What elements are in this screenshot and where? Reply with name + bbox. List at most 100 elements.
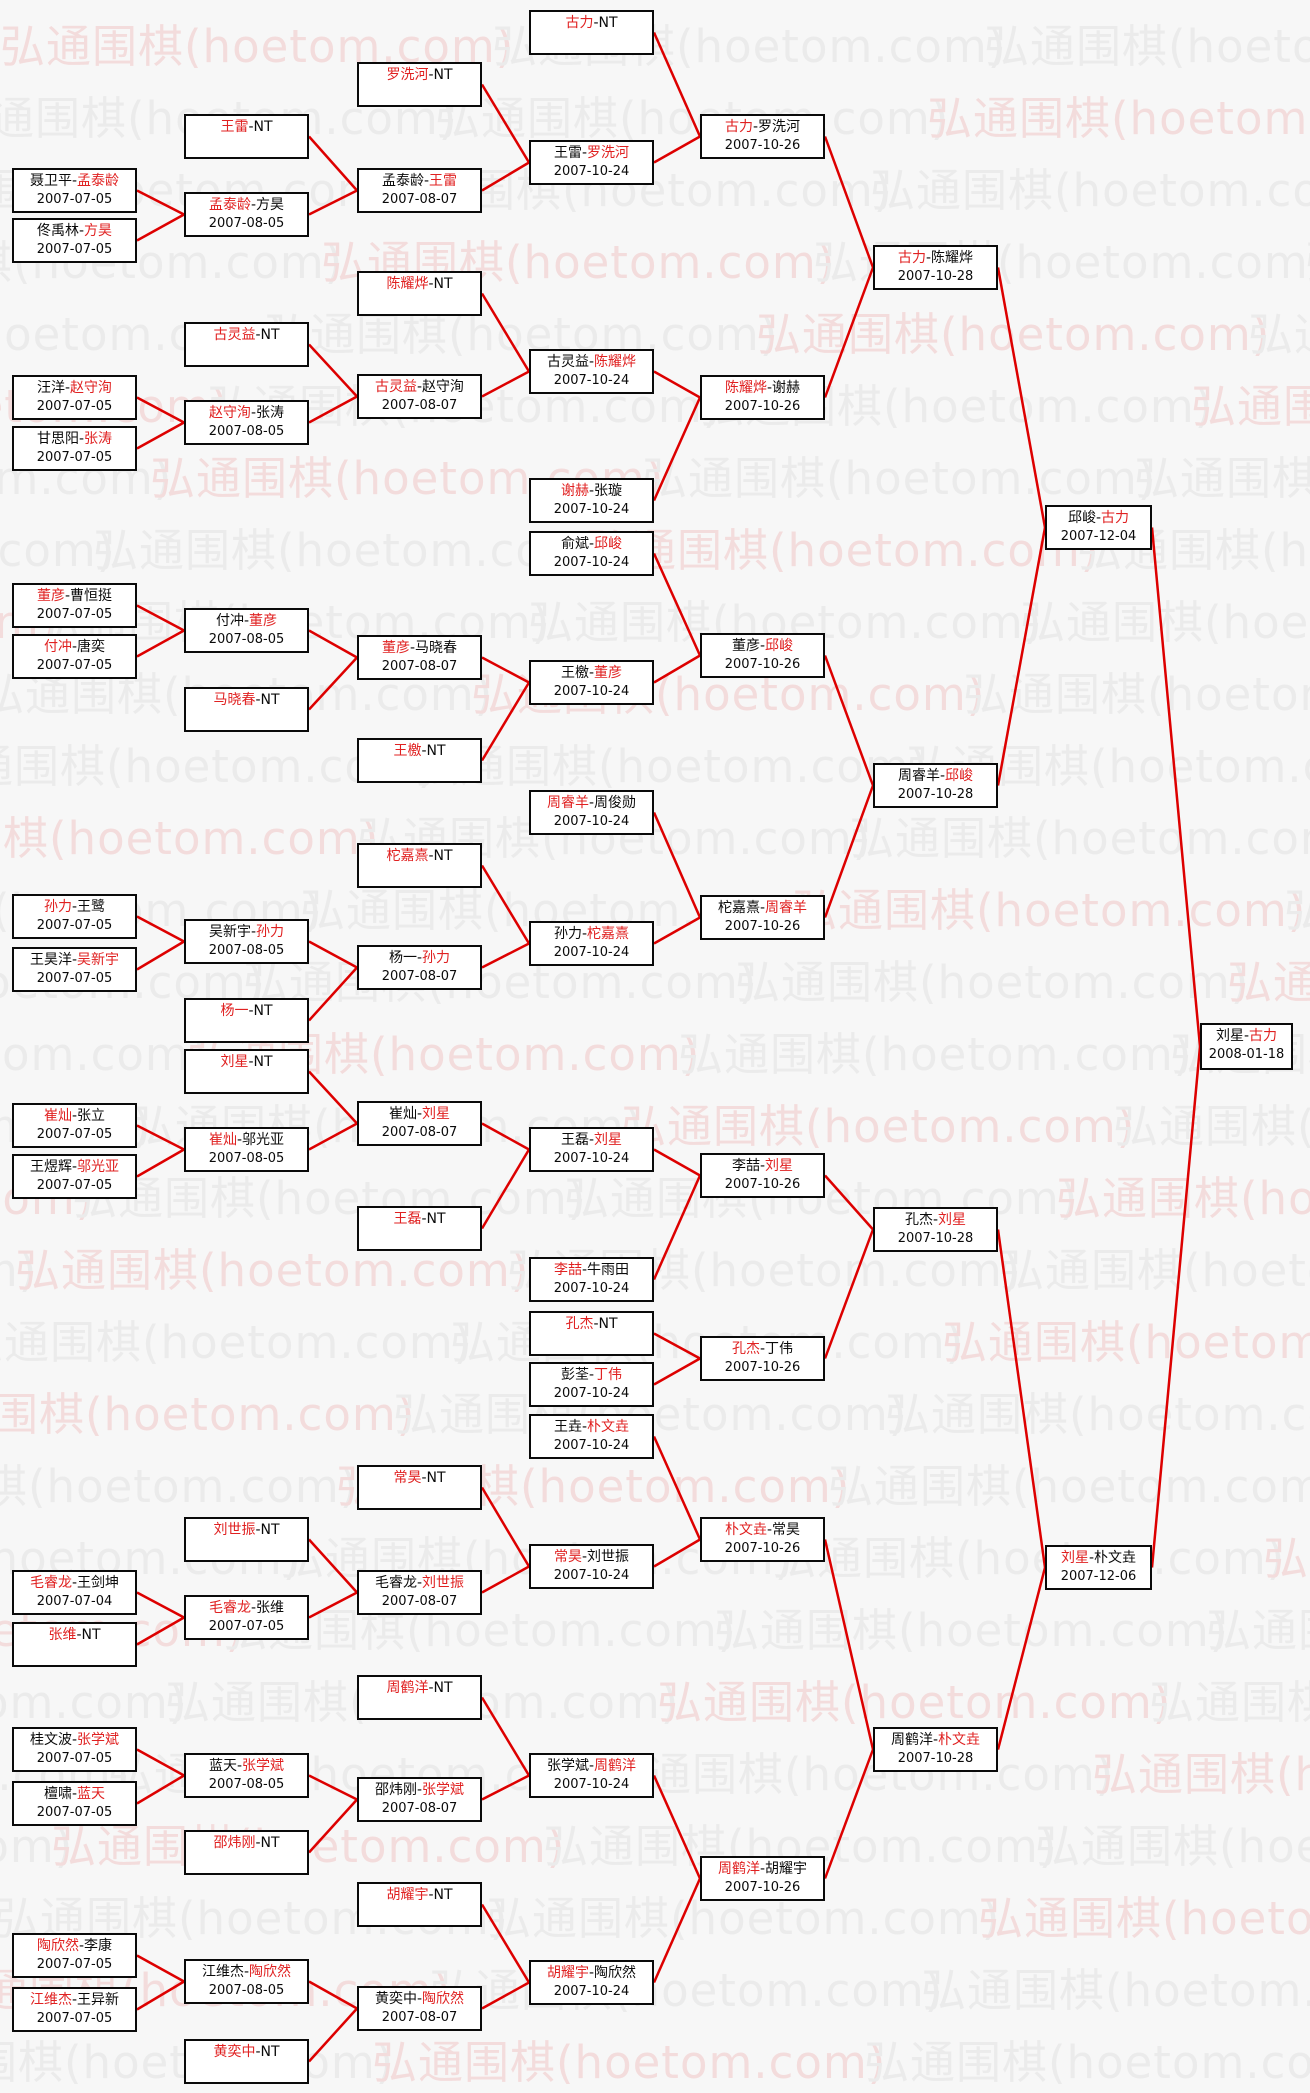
player-name: 周睿羊 xyxy=(897,768,940,784)
match-date: 2007-08-05 xyxy=(208,216,285,231)
bracket-line xyxy=(824,1174,874,1231)
bracket-line xyxy=(652,1877,702,1984)
match-players: 毛睿龙-王剑坤 xyxy=(14,1574,135,1593)
player-name: 孟泰龄 xyxy=(381,173,424,189)
match-date: 2007-08-07 xyxy=(381,192,458,207)
player-name: NT xyxy=(81,1627,101,1643)
name-separator: - xyxy=(250,924,257,940)
player-name: 王雷 xyxy=(553,145,582,161)
player-name: 唐奕 xyxy=(77,639,106,655)
bracket-line xyxy=(480,1903,531,1984)
winner-name: 孟泰龄 xyxy=(77,173,120,189)
match-date: 2007-07-05 xyxy=(36,971,113,986)
match-players: 江维杰-王异新 xyxy=(14,1991,135,2010)
player-name: 罗洗河 xyxy=(758,119,801,135)
match-box: 王磊-刘星 2007-10-24 xyxy=(529,1127,654,1172)
bracket-line xyxy=(823,1749,875,1879)
match-box: 谢赫-张璇 2007-10-24 xyxy=(529,478,654,523)
match-date: 2007-07-05 xyxy=(208,1619,285,1634)
name-separator: - xyxy=(588,665,595,681)
bracket-line xyxy=(308,135,358,192)
match-date: 2007-07-05 xyxy=(36,242,113,257)
match-date: 2007-07-05 xyxy=(36,918,113,933)
player-name: NT xyxy=(598,15,618,31)
name-separator: - xyxy=(581,145,588,161)
match-date: 2007-10-26 xyxy=(724,1541,801,1556)
winner-name: 邱峻 xyxy=(765,638,794,654)
name-separator: - xyxy=(593,15,599,31)
match-date: 2007-10-26 xyxy=(724,1360,801,1375)
match-players: 董彦-马晓春 xyxy=(359,639,480,658)
player-name: 甘思阳 xyxy=(36,431,79,447)
player-name: NT xyxy=(260,1835,280,1851)
match-date: 2007-10-26 xyxy=(724,399,801,414)
match-box: 檀啸-蓝天 2007-07-05 xyxy=(12,1781,137,1826)
match-box: 孙力-王鹭 2007-07-05 xyxy=(12,894,137,939)
name-separator: - xyxy=(71,1992,78,2008)
bracket-line xyxy=(996,1567,1047,1750)
player-name: 邱峻 xyxy=(1067,510,1096,526)
match-players: 王煜辉-邬光亚 xyxy=(14,1158,135,1177)
match-box: 佟禹林-方昊 2007-07-05 xyxy=(12,218,137,263)
name-separator: - xyxy=(71,173,78,189)
name-separator: - xyxy=(255,1835,261,1851)
match-date: 2007-10-24 xyxy=(553,814,630,829)
match-players: 孔杰-NT xyxy=(531,1315,652,1334)
player-name: NT xyxy=(253,1003,273,1019)
player-name: NT xyxy=(260,327,280,343)
match-players: 甘思阳-张涛 xyxy=(14,430,135,449)
winner-name: 孙力 xyxy=(422,950,451,966)
bracket-line xyxy=(308,2007,358,2063)
bracket-line xyxy=(308,1538,358,1594)
winner-name: 孔杰 xyxy=(731,1341,760,1357)
bracket-line xyxy=(652,1774,702,1880)
match-players: 王昊洋-吴新宇 xyxy=(14,951,135,970)
match-box: 孟泰龄-王雷 2007-08-07 xyxy=(357,168,482,213)
match-players: 罗洗河-NT xyxy=(359,66,480,85)
bracket-line xyxy=(653,1357,701,1386)
name-separator: - xyxy=(71,952,78,968)
bracket-line xyxy=(481,1981,530,2010)
match-box: 黄奕中-NT xyxy=(184,2039,309,2084)
match-box: 付冲-唐奕 2007-07-05 xyxy=(12,634,137,679)
match-date: 2007-10-24 xyxy=(553,1281,630,1296)
match-box: 周睿羊-邱峻 2007-10-28 xyxy=(873,763,998,808)
winner-name: 孙力 xyxy=(43,899,72,915)
winner-name: 罗洗河 xyxy=(587,145,630,161)
match-players: 董彦-邱峻 xyxy=(702,637,823,656)
player-name: 曹恒挺 xyxy=(70,588,113,604)
match-box: 李喆-牛雨田 2007-10-24 xyxy=(529,1257,654,1302)
match-box: 孟泰龄-方昊 2007-08-05 xyxy=(184,192,309,237)
player-name: 王鹭 xyxy=(77,899,106,915)
match-date: 2007-08-07 xyxy=(381,969,458,984)
player-name: 周鹤洋 xyxy=(890,1732,933,1748)
player-name: NT xyxy=(253,1054,273,1070)
match-date: 2007-10-24 xyxy=(553,164,630,179)
winner-name: 刘世振 xyxy=(422,1575,465,1591)
name-separator: - xyxy=(1088,1550,1095,1566)
match-players: 孟泰龄-方昊 xyxy=(186,196,307,215)
name-separator: - xyxy=(421,1470,427,1486)
match-box: 崔灿-张立 2007-07-05 xyxy=(12,1103,137,1148)
match-box: 王檄-董彦 2007-10-24 xyxy=(529,660,654,705)
winner-name: 刘星 xyxy=(765,1158,794,1174)
player-name: NT xyxy=(426,743,446,759)
bracket-line xyxy=(136,1148,185,1178)
match-date: 2007-07-05 xyxy=(36,1805,113,1820)
bracket-line xyxy=(653,916,701,945)
match-box: 王檄-NT xyxy=(357,738,482,783)
winner-name: 古灵益 xyxy=(213,327,256,343)
winner-name: 朴文垚 xyxy=(587,1419,630,1435)
match-box: 刘星-朴文垚 2007-12-06 xyxy=(1045,1545,1152,1590)
bracket-line xyxy=(308,1591,358,1619)
match-date: 2007-10-24 xyxy=(553,1438,630,1453)
name-separator: - xyxy=(409,640,416,656)
winner-name: 罗洗河 xyxy=(386,67,429,83)
bracket-line xyxy=(481,370,530,398)
match-players: 王磊-NT xyxy=(359,1210,480,1229)
match-date: 2007-07-05 xyxy=(36,450,113,465)
name-separator: - xyxy=(250,405,257,421)
match-date: 2007-10-28 xyxy=(897,1751,974,1766)
bracket-line xyxy=(480,1148,531,1230)
bracket-line xyxy=(308,343,358,398)
